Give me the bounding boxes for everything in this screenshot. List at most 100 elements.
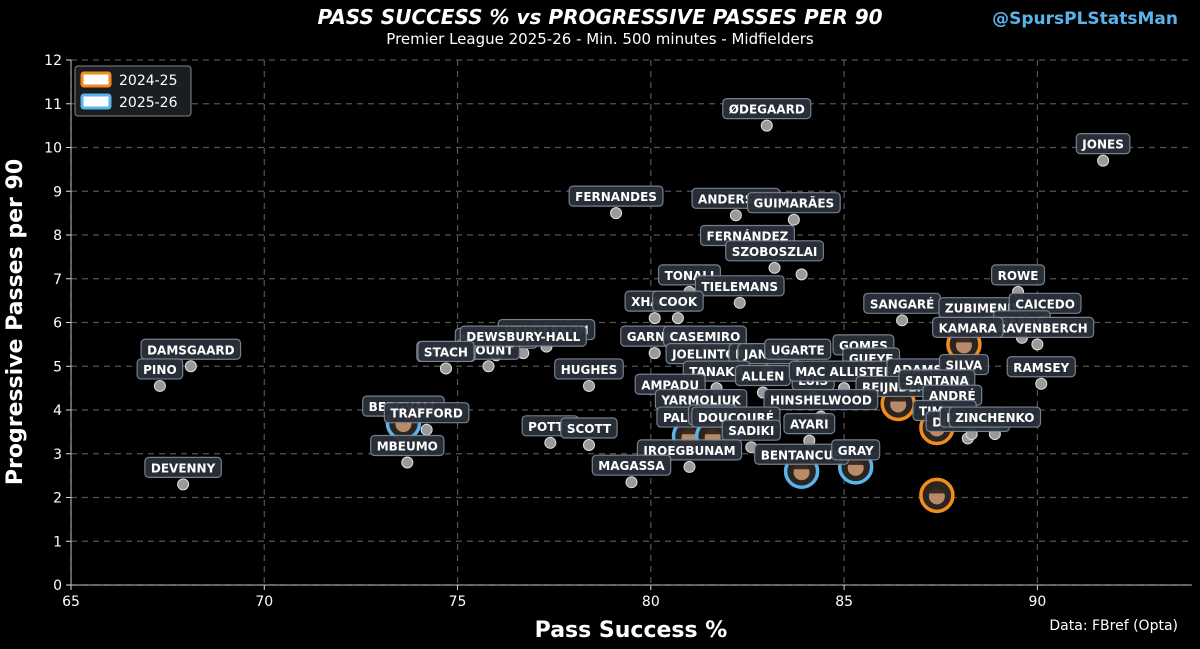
point-label-text: IROEGBUNAM [643, 444, 735, 458]
point-label-box [1075, 133, 1131, 155]
y-tick-label: 0 [53, 578, 62, 594]
point-label-box [932, 316, 1004, 338]
data-point [768, 261, 781, 274]
data-point [401, 456, 414, 469]
y-tick-label: 10 [44, 141, 62, 157]
data-point [787, 213, 800, 226]
legend: 2024-25 2025-26 [74, 65, 192, 117]
x-tick-label: 75 [449, 594, 467, 610]
y-tick-label: 1 [53, 534, 62, 550]
legend-swatch [80, 71, 112, 88]
point-label-text: MOUNT [463, 343, 514, 357]
y-tick-label: 11 [44, 97, 62, 113]
point-label-box [140, 338, 242, 360]
y-tick-label: 12 [44, 53, 62, 69]
twitter-handle: @SpursPLStatsMan [992, 9, 1178, 29]
data-point [582, 379, 595, 392]
data-point [648, 347, 661, 360]
player-photo-hair [955, 336, 972, 343]
point-label: SANGARÉ [863, 292, 941, 314]
y-axis-label: Progressive Passes per 90 [3, 159, 28, 485]
y-tick-label: 4 [53, 403, 62, 419]
point-label-box [746, 192, 841, 214]
player-photo-hair [890, 395, 907, 402]
player-photo-hair [928, 487, 945, 494]
point-label-text: SADIKI [728, 424, 774, 438]
point-label: CAICEDO [1008, 292, 1082, 314]
point-label-box [459, 325, 587, 347]
point-label-text: MAGASSA [598, 459, 665, 473]
data-point [177, 478, 190, 491]
point-label-text: SILVA [945, 359, 983, 373]
point-label-text: ROWE [998, 269, 1039, 283]
x-axis-label: Pass Success % [535, 618, 728, 643]
point-label-text: KAMARA [939, 321, 998, 335]
point-label: MAGASSA [591, 454, 672, 476]
point-label: PINO [136, 358, 184, 380]
point-label: GUIMARÃES [746, 192, 841, 214]
legend-swatch [80, 93, 112, 110]
x-tick-label: 85 [835, 594, 853, 610]
point-label-text: STACH [424, 345, 468, 359]
point-label-text: SZOBOSZLAI [732, 245, 818, 259]
point-label: HUGHES [554, 358, 624, 380]
data-point [625, 476, 638, 489]
point-label-text: MBEUMO [377, 440, 438, 454]
point-label-text: SCOTT [567, 422, 612, 436]
data-point [420, 423, 433, 436]
y-tick-label: 5 [53, 359, 62, 375]
point-label-text: YARMOLIUK [660, 394, 741, 408]
point-label-text: SANGARÉ [870, 296, 935, 311]
point-label-box [722, 98, 812, 120]
point-label-text: FERNÁNDEZ [707, 229, 789, 244]
point-label: ALLEN [734, 364, 791, 387]
y-tick-label: 6 [53, 316, 62, 332]
point-label-text: HINSHELWOOD [770, 394, 872, 408]
data-point [729, 209, 742, 222]
y-tick-label: 3 [53, 447, 62, 463]
point-label: CASEMIRO [662, 325, 747, 347]
data-point [184, 360, 197, 373]
player-photo-hair [793, 463, 810, 470]
point-label-text: CAICEDO [1015, 297, 1075, 311]
point-label-text: ZINCHENKO [955, 411, 1034, 425]
point-label: SCOTT [560, 417, 618, 439]
point-label-text: CASEMIRO [670, 330, 741, 344]
point-label: SADIKI [721, 419, 781, 441]
point-label-text: UGARTE [771, 343, 825, 357]
point-label-box [652, 290, 704, 312]
point-label-text: ANDRÉ [929, 388, 976, 403]
point-label: ROWE [991, 264, 1046, 286]
chart-title: PASS SUCCESS % vs PROGRESSIVE PASSES PER… [317, 5, 882, 29]
point-label: SZOBOSZLAI [725, 240, 824, 262]
point-label-box [568, 185, 664, 207]
point-label: TIELEMANS [694, 275, 785, 297]
point-label-text: BENTANCUR [761, 448, 843, 462]
point-label-text: JOELINTON [671, 348, 745, 362]
point-label-box [591, 454, 672, 476]
data-point [671, 312, 684, 325]
data-point [544, 436, 557, 449]
point-label: STACH [417, 340, 475, 363]
point-label: MBEUMO [370, 434, 445, 457]
point-label: ZINCHENKO [948, 406, 1042, 428]
data-point [1031, 338, 1044, 351]
point-label-box [370, 434, 445, 457]
point-label-box [136, 358, 184, 380]
point-label-text: MAC ALLISTER [795, 365, 893, 379]
point-label-text: HUGHES [561, 363, 618, 377]
point-label-box [721, 419, 781, 441]
data-point [896, 314, 909, 327]
point-label-text: TRAFFORD [390, 407, 463, 421]
point-label: GRAY [831, 439, 881, 461]
y-tick-label: 9 [53, 184, 62, 200]
point-label: UGARTE [764, 338, 832, 360]
data-point [733, 296, 746, 309]
point-label: ØDEGAARD [722, 98, 812, 120]
y-tick-label: 2 [53, 491, 62, 507]
point-label-box [383, 402, 470, 424]
point-label-box [560, 417, 618, 439]
